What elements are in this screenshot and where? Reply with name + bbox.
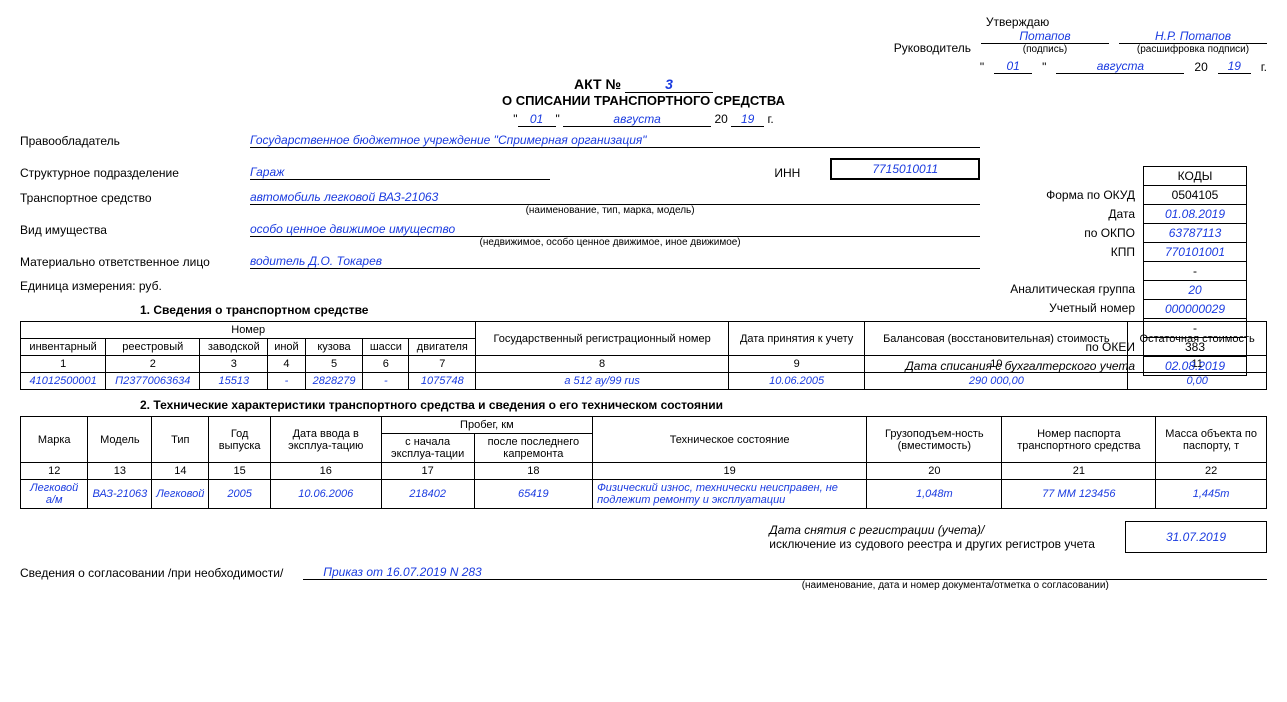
signature-sub: (подпись) [981,44,1109,55]
responsible-label: Материально ответственное лицо [20,255,240,269]
section2-table: Марка Модель Тип Год выпуска Дата ввода … [20,416,1267,509]
dereg-line1: Дата снятия с регистрации (учета)/ [769,523,1095,537]
unit-label: Единица измерения: руб. [20,279,240,293]
property-sub: (недвижимое, особо ценное движимое, иное… [240,237,980,248]
division-label: Структурное подразделение [20,166,240,180]
codes-block: КОДЫ Форма по ОКУД0504105 Дата01.08.2019… [899,166,1247,376]
agreement-label: Сведения о согласовании /при необходимос… [20,566,283,580]
property-value: особо ценное движимое имущество [250,222,980,237]
document-date: "01" августа 20 19 г. [20,112,1267,127]
owner-label: Правообладатель [20,134,240,148]
approval-block: Утверждаю Руководитель Потапов (подпись)… [20,15,1267,74]
approve-month: августа [1056,59,1184,74]
dereg-line2: исключение из судового реестра и других … [769,537,1095,551]
agreement-sub: (наименование, дата и номер документа/от… [644,580,1268,591]
year-prefix: 20 [1194,60,1207,74]
agreement-value: Приказ от 16.07.2019 N 283 [303,565,1267,580]
codes-header: КОДЫ [1144,167,1247,186]
signature: Потапов [981,29,1109,44]
decoded-sub: (расшифровка подписи) [1119,44,1267,55]
property-label: Вид имущества [20,223,240,237]
division-value: Гараж [250,165,550,180]
approve-year: 19 [1218,59,1251,74]
dereg-date: 31.07.2019 [1125,521,1267,553]
leader-label: Руководитель [894,41,971,55]
vehicle-sub: (наименование, тип, марка, модель) [240,205,980,216]
vehicle-label: Транспортное средство [20,191,240,205]
decoded-signature: Н.Р. Потапов [1119,29,1267,44]
section2-title: 2. Технические характеристики транспортн… [140,398,1267,412]
owner-value: Государственное бюджетное учреждение "Сп… [250,133,980,148]
agreement-row: Сведения о согласовании /при необходимос… [20,565,1267,580]
approve-title: Утверждаю [768,15,1267,29]
fields-block: Правообладатель Государственное бюджетно… [20,133,980,293]
document-title: АКТ № 3 [20,76,1267,93]
year-suffix: г. [1261,60,1267,74]
section2-nums-row: 1213141516171819202122 [21,463,1267,480]
approve-day: 01 [994,59,1032,74]
deregistration-block: Дата снятия с регистрации (учета)/ исклю… [20,521,1267,553]
section2-data-row: Легковой а/мВАЗ-21063Легковой200510.06.2… [21,480,1267,509]
vehicle-value: автомобиль легковой ВАЗ-21063 [250,190,980,205]
responsible-value: водитель Д.О. Токарев [250,254,980,269]
inn-label: ИНН [774,166,800,180]
act-number: 3 [625,76,713,93]
document-subtitle: О СПИСАНИИ ТРАНСПОРТНОГО СРЕДСТВА [20,93,1267,108]
